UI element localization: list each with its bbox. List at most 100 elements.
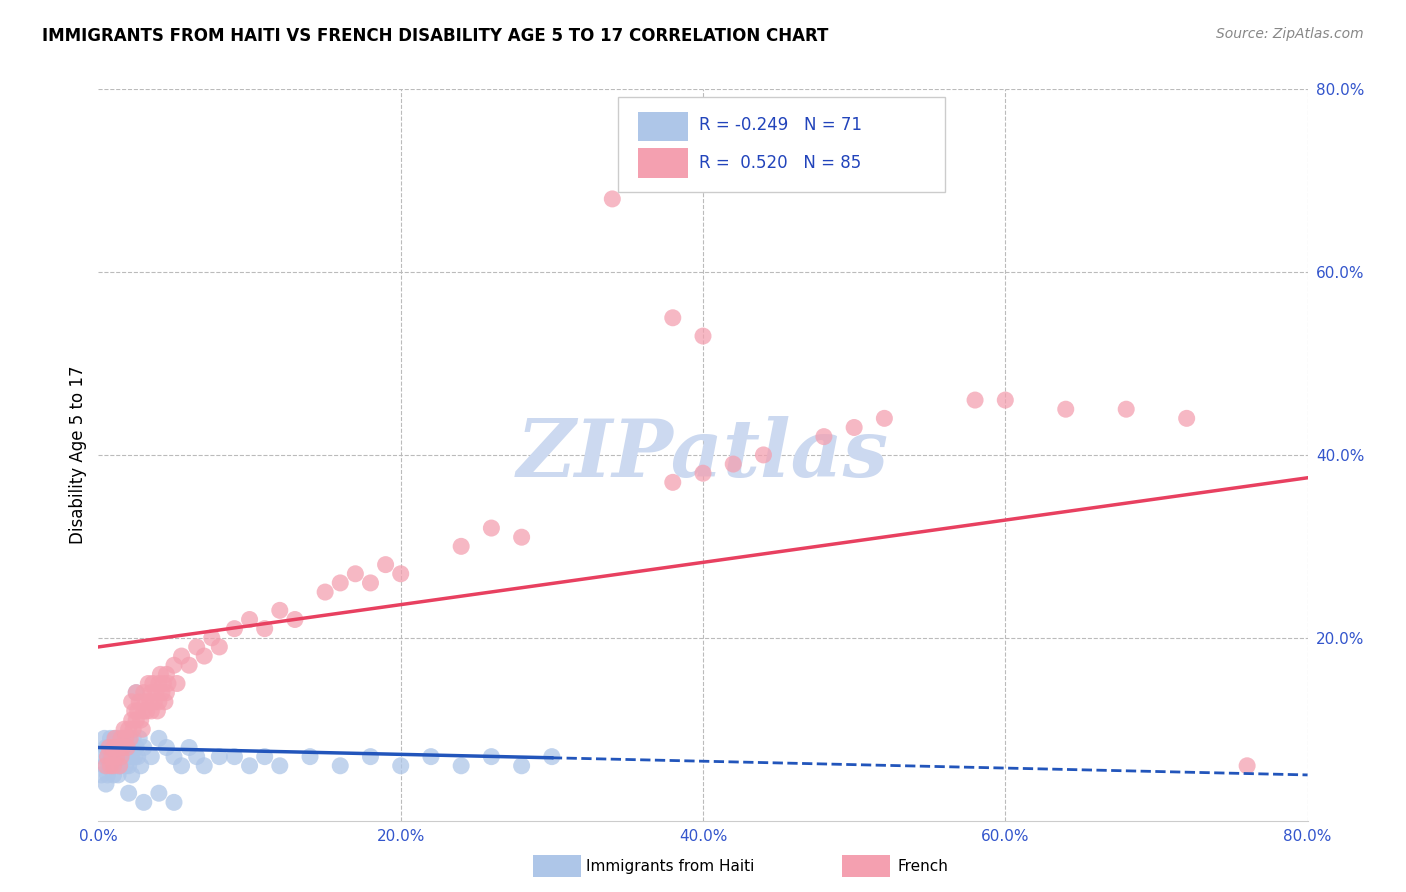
Point <box>170 758 193 772</box>
FancyBboxPatch shape <box>638 112 689 141</box>
Point <box>114 740 136 755</box>
Point <box>208 749 231 764</box>
Point <box>148 695 170 709</box>
Point <box>122 731 145 746</box>
Point <box>145 685 167 699</box>
Point <box>112 749 135 764</box>
Point <box>156 676 179 690</box>
Point <box>132 740 155 755</box>
Point <box>284 613 307 627</box>
Point <box>450 758 472 772</box>
Point <box>103 758 125 772</box>
Point <box>141 685 163 699</box>
Text: Source: ZipAtlas.com: Source: ZipAtlas.com <box>1216 27 1364 41</box>
Y-axis label: Disability Age 5 to 17: Disability Age 5 to 17 <box>69 366 87 544</box>
Point <box>163 658 186 673</box>
Point <box>118 731 141 746</box>
Point <box>602 192 624 206</box>
Text: R =  0.520   N = 85: R = 0.520 N = 85 <box>699 154 862 172</box>
Point <box>101 740 124 755</box>
Point <box>152 676 174 690</box>
Point <box>132 704 155 718</box>
Point <box>108 758 131 772</box>
Point <box>193 758 215 772</box>
Point <box>142 676 165 690</box>
Text: R = -0.249   N = 71: R = -0.249 N = 71 <box>699 116 862 134</box>
Point <box>127 749 149 764</box>
Point <box>662 475 685 490</box>
Point <box>107 731 129 746</box>
Point <box>134 695 156 709</box>
Point <box>110 749 132 764</box>
Point <box>93 758 115 772</box>
Point <box>91 749 114 764</box>
Point <box>141 704 163 718</box>
Point <box>269 758 291 772</box>
Point <box>104 731 127 746</box>
Point <box>110 758 132 772</box>
Point <box>1236 758 1258 772</box>
Point <box>108 758 131 772</box>
Point <box>107 740 129 755</box>
Point <box>135 704 157 718</box>
Point <box>141 749 163 764</box>
Point <box>450 539 472 553</box>
Point <box>129 713 152 727</box>
Point <box>965 392 987 407</box>
Point <box>100 731 122 746</box>
Point <box>193 649 215 664</box>
Point <box>1175 411 1198 425</box>
Point <box>94 740 117 755</box>
Point <box>360 749 382 764</box>
FancyBboxPatch shape <box>638 148 689 178</box>
Point <box>179 740 201 755</box>
Point <box>299 749 322 764</box>
Point <box>132 796 155 810</box>
Point <box>994 392 1017 407</box>
Point <box>150 685 173 699</box>
Point <box>108 740 131 755</box>
Point <box>146 704 169 718</box>
Point <box>118 758 141 772</box>
Point <box>148 676 170 690</box>
Point <box>93 731 115 746</box>
Point <box>752 448 775 462</box>
Point <box>360 576 382 591</box>
Point <box>329 576 352 591</box>
Point <box>120 740 142 755</box>
Point <box>131 723 153 737</box>
Point <box>98 740 121 755</box>
Point <box>170 649 193 664</box>
Point <box>128 731 150 746</box>
Text: IMMIGRANTS FROM HAITI VS FRENCH DISABILITY AGE 5 TO 17 CORRELATION CHART: IMMIGRANTS FROM HAITI VS FRENCH DISABILI… <box>42 27 828 45</box>
Point <box>481 749 503 764</box>
Point <box>114 731 136 746</box>
Point <box>139 695 162 709</box>
Point <box>155 685 177 699</box>
Point <box>540 749 562 764</box>
Point <box>104 758 127 772</box>
Point <box>163 796 186 810</box>
Point <box>329 758 352 772</box>
Point <box>253 622 276 636</box>
Point <box>389 566 412 581</box>
Point <box>481 521 503 535</box>
Point <box>115 749 138 764</box>
Point <box>208 640 231 654</box>
Point <box>121 713 143 727</box>
Point <box>136 676 159 690</box>
Point <box>163 749 186 764</box>
Point <box>101 758 124 772</box>
Point <box>179 658 201 673</box>
Point <box>105 749 128 764</box>
Point <box>166 676 188 690</box>
Point <box>125 713 148 727</box>
Point <box>132 685 155 699</box>
Point <box>121 768 143 782</box>
Point <box>98 740 121 755</box>
Point <box>128 695 150 709</box>
Point <box>224 749 246 764</box>
Point <box>155 740 177 755</box>
Point <box>101 749 124 764</box>
Point <box>420 749 443 764</box>
